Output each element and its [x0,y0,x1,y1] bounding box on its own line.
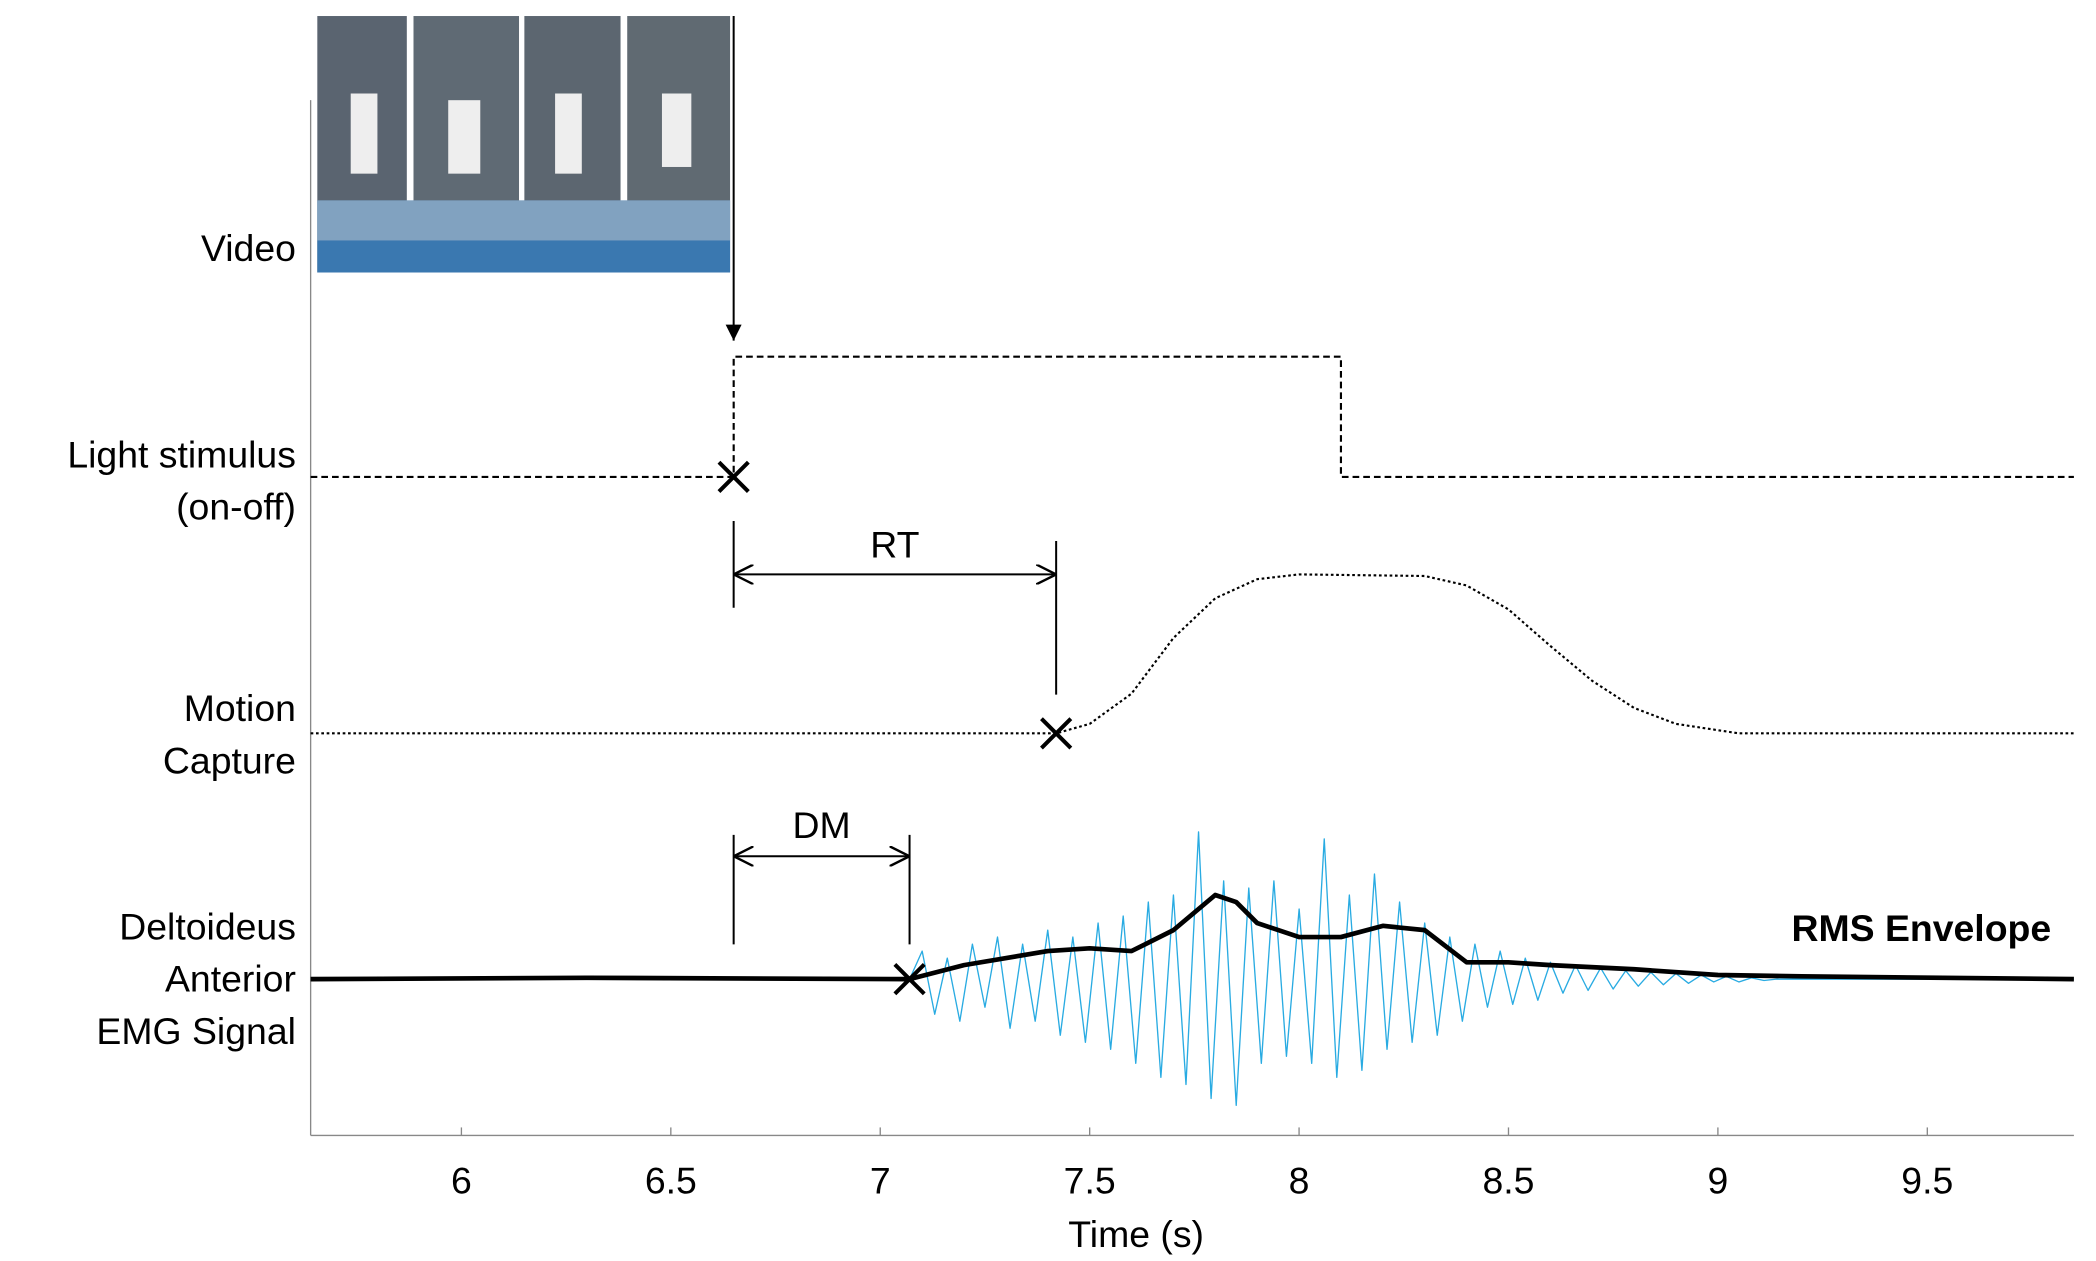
x-tick-label: 7 [870,1159,891,1201]
x-tick-label: 6.5 [645,1159,697,1201]
interval-label: RT [870,524,919,566]
series-line [310,573,2074,735]
series-line [310,355,2074,478]
x-tick-label: 9 [1707,1159,1728,1201]
row-label: Video [201,227,296,269]
video-frames [317,16,731,273]
x-tick-label: 8.5 [1482,1159,1534,1201]
interval-label: DM [793,804,851,846]
series-line [419,831,2074,1107]
legend-label: RMS Envelope [1791,907,2051,949]
series-line [310,892,2074,982]
row-label: (on-off) [176,485,296,527]
event-marker [1040,717,1073,750]
x-tick-label: 8 [1289,1159,1310,1201]
row-label: Light stimulus [67,433,296,475]
x-tick-label: 9.5 [1901,1159,1953,1201]
row-label: Anterior [165,958,296,1000]
row-label: Motion [184,687,296,729]
event-marker [893,963,926,996]
x-tick-label: 6 [451,1159,472,1201]
event-marker [717,460,750,493]
axis-title: Time (s) [1068,1213,1204,1255]
x-tick-label: 7.5 [1064,1159,1116,1201]
row-label: Capture [163,739,296,781]
row-label: EMG Signal [96,1010,296,1052]
row-label: Deltoideus [119,906,296,948]
